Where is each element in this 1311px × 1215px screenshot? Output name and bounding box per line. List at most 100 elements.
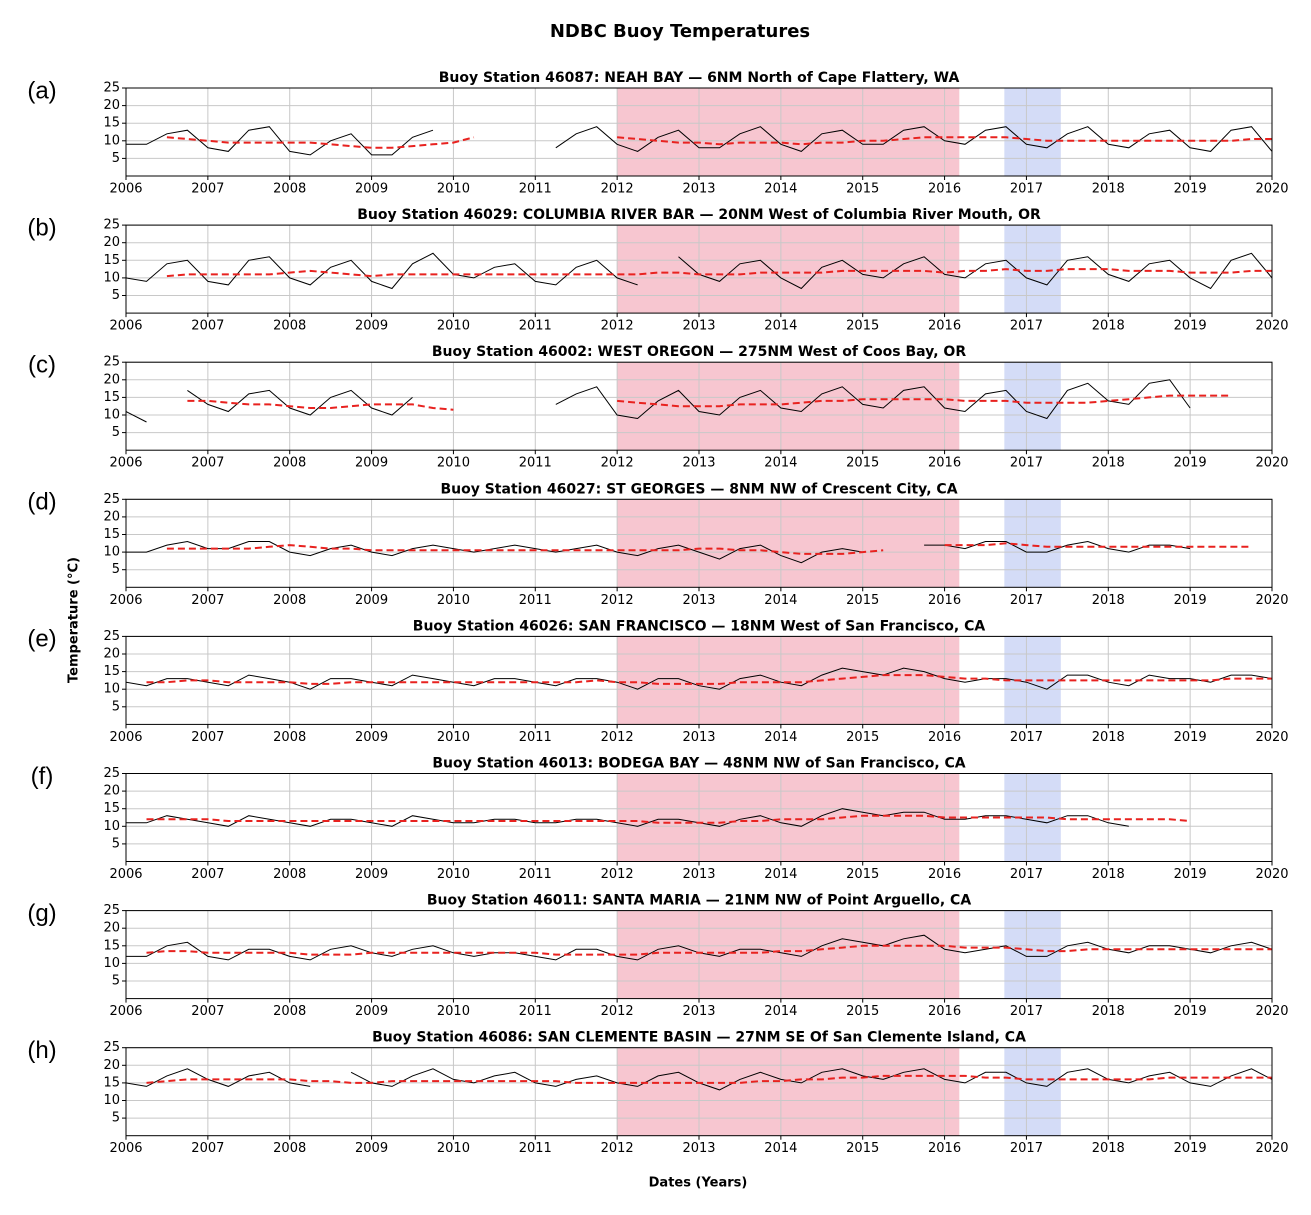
x-tick-label: 2009 [355,593,388,608]
panel: 5 10 15 20 25 2006 2007 2008 2009 2010 2011 2012 201… [27,207,1288,334]
x-tick-label: 2019 [1174,182,1207,197]
highlight-span [617,88,960,176]
x-tick-label: 2010 [437,456,470,471]
x-tick-label: 2018 [1092,456,1125,471]
panel-title: Buoy Station 46026: SAN FRANCISCO — 18NM… [413,618,986,634]
temperature-line [126,126,1273,156]
x-tick-label: 2012 [601,730,634,745]
x-tick-label: 2019 [1174,1004,1207,1019]
y-tick-label: 10 [103,1093,120,1108]
x-tick-label: 2014 [764,182,797,197]
x-tick-label: 2014 [764,593,797,608]
x-tick-label: 2007 [191,182,224,197]
x-tick-label: 2014 [764,1141,797,1156]
y-tick-label: 10 [103,270,120,285]
x-tick-label: 2014 [764,456,797,471]
x-tick-label: 2010 [437,593,470,608]
trend-line [166,542,1252,555]
x-tick-label: 2007 [191,1004,224,1019]
x-tick-label: 2006 [109,319,142,334]
y-tick-label: 25 [103,766,120,781]
x-tick-label: 2009 [355,319,388,334]
x-tick-label: 2017 [1010,319,1043,334]
panel-label: (e) [27,626,56,653]
x-tick-label: 2006 [109,1141,142,1156]
y-tick-label: 15 [103,938,120,953]
x-tick-label: 2014 [764,319,797,334]
x-tick-label: 2013 [682,867,715,882]
x-tick-label: 2012 [601,593,634,608]
x-tick-label: 2013 [682,182,715,197]
x-tick-label: 2009 [355,1141,388,1156]
x-tick-label: 2006 [109,182,142,197]
x-tick-label: 2011 [519,1004,552,1019]
panel-title: Buoy Station 46011: SANTA MARIA — 21NM N… [427,893,971,909]
y-tick-label: 25 [103,492,120,507]
y-tick-label: 25 [103,629,120,644]
x-tick-label: 2018 [1092,867,1125,882]
highlight-span [1004,362,1061,451]
panel: 5 10 15 20 25 2006 2007 2008 2009 2010 2011 2012 201… [27,618,1288,745]
x-tick-label: 2012 [601,867,634,882]
x-tick-label: 2013 [682,730,715,745]
trend-line [146,674,1272,685]
y-tick-label: 5 [112,288,120,303]
x-tick-label: 2018 [1092,319,1125,334]
highlight-span [617,636,960,725]
y-tick-label: 20 [103,509,120,524]
x-tick-label: 2020 [1255,593,1288,608]
x-tick-label: 2008 [273,593,306,608]
x-tick-label: 2011 [519,456,552,471]
x-tick-label: 2016 [928,319,961,334]
x-tick-label: 2016 [928,456,961,471]
x-tick-label: 2012 [601,182,634,197]
x-tick-label: 2019 [1174,593,1207,608]
x-tick-label: 2009 [355,182,388,197]
y-tick-label: 25 [103,1040,120,1055]
x-tick-label: 2007 [191,593,224,608]
x-tick-label: 2006 [109,730,142,745]
highlight-span [1004,1047,1061,1136]
y-tick-label: 15 [103,1075,120,1090]
temperature-line [125,667,1273,690]
x-tick-label: 2018 [1092,182,1125,197]
x-tick-label: 2011 [519,867,552,882]
x-tick-label: 2016 [928,1141,961,1156]
x-tick-label: 2016 [928,867,961,882]
x-tick-label: 2010 [437,319,470,334]
temperature-line [125,379,1191,423]
y-tick-label: 20 [103,1058,120,1073]
panel-title: Buoy Station 46013: BODEGA BAY — 48NM NW… [432,756,965,772]
x-tick-label: 2014 [764,1004,797,1019]
trend-line [146,944,1272,956]
x-tick-label: 2008 [273,730,306,745]
x-tick-label: 2017 [1010,1004,1043,1019]
x-tick-label: 2011 [519,1141,552,1156]
y-tick-label: 10 [103,408,120,423]
x-tick-label: 2016 [928,593,961,608]
x-tick-label: 2020 [1255,730,1288,745]
x-tick-label: 2008 [273,319,306,334]
y-tick-label: 20 [103,235,120,250]
y-tick-label: 10 [103,545,120,560]
x-tick-label: 2015 [846,1141,879,1156]
panel-title: Buoy Station 46086: SAN CLEMENTE BASIN —… [372,1030,1026,1046]
x-tick-label: 2018 [1092,593,1125,608]
x-tick-label: 2007 [191,730,224,745]
panel-label: (a) [27,77,56,104]
x-tick-label: 2009 [355,456,388,471]
panel-label: (b) [27,214,56,241]
y-tick-label: 5 [112,425,120,440]
trend-line [166,268,1272,278]
highlight-span [617,499,960,588]
x-tick-label: 2019 [1174,867,1207,882]
highlight-span [617,362,960,451]
x-tick-label: 2010 [437,182,470,197]
panel: 5 10 15 20 25 2006 2007 2008 2009 2010 2011 2012 201… [31,756,1289,883]
x-tick-label: 2017 [1010,1141,1043,1156]
x-tick-label: 2020 [1255,182,1288,197]
y-tick-label: 5 [112,699,120,714]
y-tick-label: 10 [103,819,120,834]
y-tick-label: 15 [103,116,120,131]
x-tick-label: 2017 [1010,456,1043,471]
